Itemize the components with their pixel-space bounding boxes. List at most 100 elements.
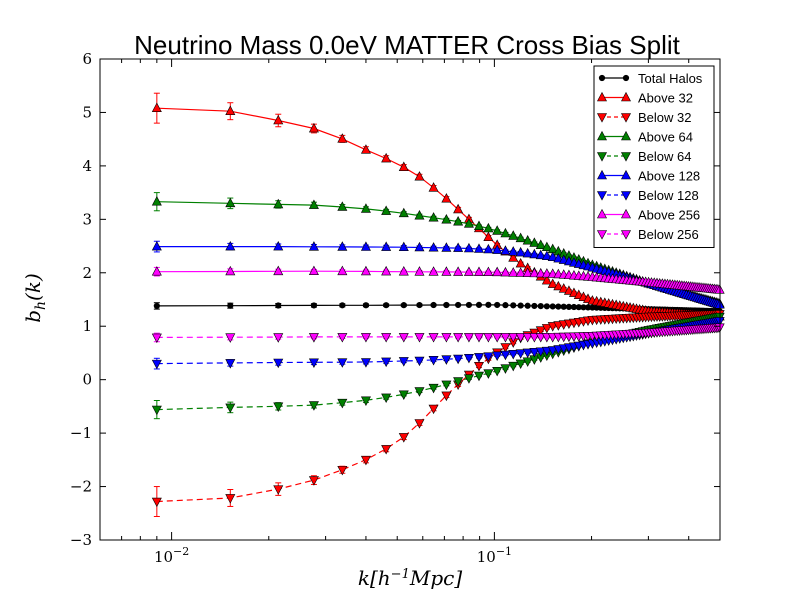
data-point xyxy=(414,210,425,220)
data-point xyxy=(273,240,284,251)
data-point xyxy=(522,235,533,245)
data-point xyxy=(360,144,371,154)
data-point xyxy=(537,303,544,310)
data-point xyxy=(510,302,517,309)
series-below-32 xyxy=(151,310,725,517)
data-point xyxy=(463,374,474,384)
data-point xyxy=(441,193,452,203)
legend-item: Above 64 xyxy=(597,130,693,145)
data-point xyxy=(339,302,346,309)
data-point xyxy=(337,358,348,368)
y-axis-label: bh(k) xyxy=(21,273,49,323)
data-point xyxy=(151,240,162,251)
data-point xyxy=(483,243,494,254)
data-point xyxy=(492,366,503,377)
data-point xyxy=(494,301,501,309)
data-point xyxy=(541,274,552,285)
data-point xyxy=(398,357,409,367)
data-point xyxy=(151,266,162,276)
data-point xyxy=(535,267,546,278)
data-point xyxy=(492,266,503,277)
data-point xyxy=(515,349,526,359)
y-tick-label: 5 xyxy=(82,103,92,121)
data-point xyxy=(362,302,370,309)
data-point xyxy=(483,369,494,379)
data-point xyxy=(535,239,546,249)
data-point xyxy=(508,267,519,277)
data-point xyxy=(483,231,494,241)
data-point xyxy=(337,133,348,143)
data-point xyxy=(598,74,606,82)
data-point xyxy=(441,355,452,365)
data-point xyxy=(547,346,558,356)
data-point xyxy=(535,347,546,357)
data-point xyxy=(381,205,392,215)
data-point xyxy=(227,302,234,309)
data-point xyxy=(515,246,526,257)
data-point xyxy=(492,244,503,254)
legend-item: Above 32 xyxy=(597,91,693,106)
data-point xyxy=(441,242,452,252)
data-point xyxy=(225,240,236,251)
data-point xyxy=(522,348,533,359)
data-point xyxy=(428,333,439,343)
data-point xyxy=(515,333,526,343)
data-point xyxy=(465,301,473,309)
data-point xyxy=(597,191,607,201)
data-point xyxy=(308,476,319,486)
data-point xyxy=(428,383,439,394)
data-point xyxy=(398,207,409,218)
data-point xyxy=(492,225,503,235)
data-point xyxy=(473,243,484,253)
data-point xyxy=(398,390,409,400)
data-point xyxy=(428,404,439,415)
x-tick-label: 10−2 xyxy=(154,545,189,566)
data-point xyxy=(225,197,236,208)
data-point xyxy=(453,377,464,387)
data-point xyxy=(414,241,425,252)
data-point xyxy=(273,198,284,209)
data-point xyxy=(529,333,540,343)
data-point xyxy=(492,333,503,343)
data-point xyxy=(621,169,631,180)
data-point xyxy=(225,105,236,115)
y-tick-label: 1 xyxy=(82,317,92,335)
legend-label: Above 128 xyxy=(638,169,700,184)
data-point xyxy=(273,485,284,495)
data-point xyxy=(621,130,631,141)
data-point xyxy=(308,241,319,251)
data-point xyxy=(308,358,319,368)
y-tick-label: 4 xyxy=(82,157,92,175)
data-point xyxy=(473,371,484,382)
series-below-128 xyxy=(151,317,725,370)
data-point xyxy=(428,266,439,276)
data-point xyxy=(310,302,318,309)
data-point xyxy=(151,196,162,206)
data-point xyxy=(508,350,519,360)
legend: Total Halos Above 32 Below 32 Above 64 Below… xyxy=(593,65,715,248)
legend-label: Above 32 xyxy=(638,91,693,106)
data-point xyxy=(549,303,556,310)
data-point xyxy=(515,257,526,268)
data-point xyxy=(508,230,519,240)
data-point xyxy=(535,333,546,343)
data-point xyxy=(381,241,392,251)
y-tick-label: −3 xyxy=(70,531,92,549)
data-point xyxy=(500,364,511,374)
data-point xyxy=(473,333,484,343)
data-point xyxy=(621,230,631,240)
data-point xyxy=(308,265,319,276)
data-point xyxy=(153,302,160,310)
data-point xyxy=(443,301,450,309)
data-point xyxy=(508,361,519,372)
plot-area xyxy=(151,92,725,517)
data-point xyxy=(547,251,558,261)
y-tick-label: 3 xyxy=(82,210,92,228)
data-point xyxy=(529,348,540,358)
data-point xyxy=(541,346,552,357)
data-point xyxy=(414,387,425,397)
legend-label: Above 64 xyxy=(638,130,693,145)
data-point xyxy=(400,302,407,309)
data-point xyxy=(383,302,390,309)
data-point xyxy=(273,402,284,412)
